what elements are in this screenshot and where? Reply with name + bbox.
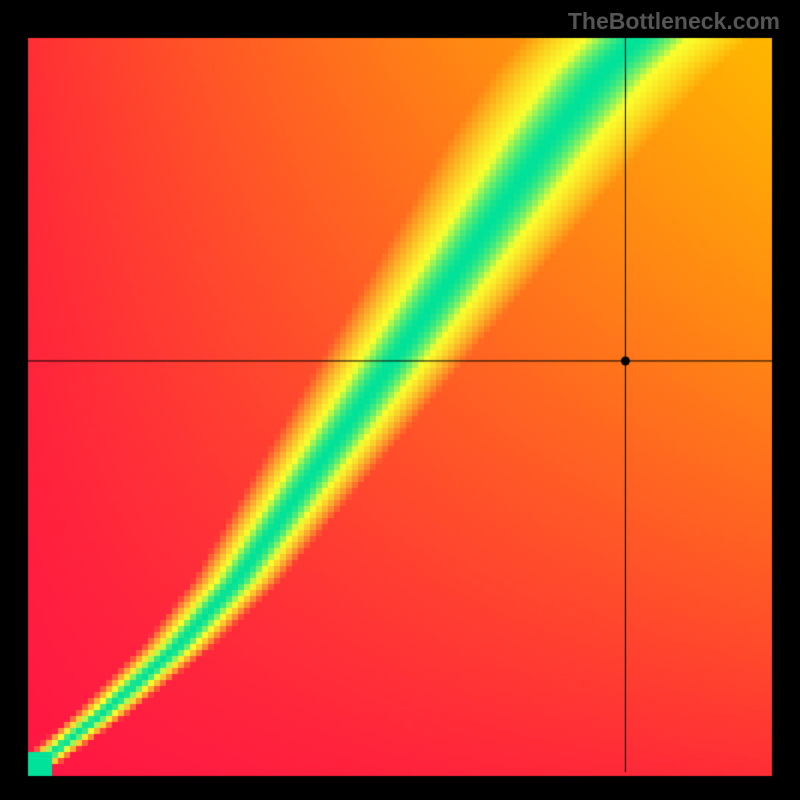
watermark-text: TheBottleneck.com: [568, 8, 780, 35]
chart-container: TheBottleneck.com: [0, 0, 800, 800]
heatmap-canvas: [0, 0, 800, 800]
